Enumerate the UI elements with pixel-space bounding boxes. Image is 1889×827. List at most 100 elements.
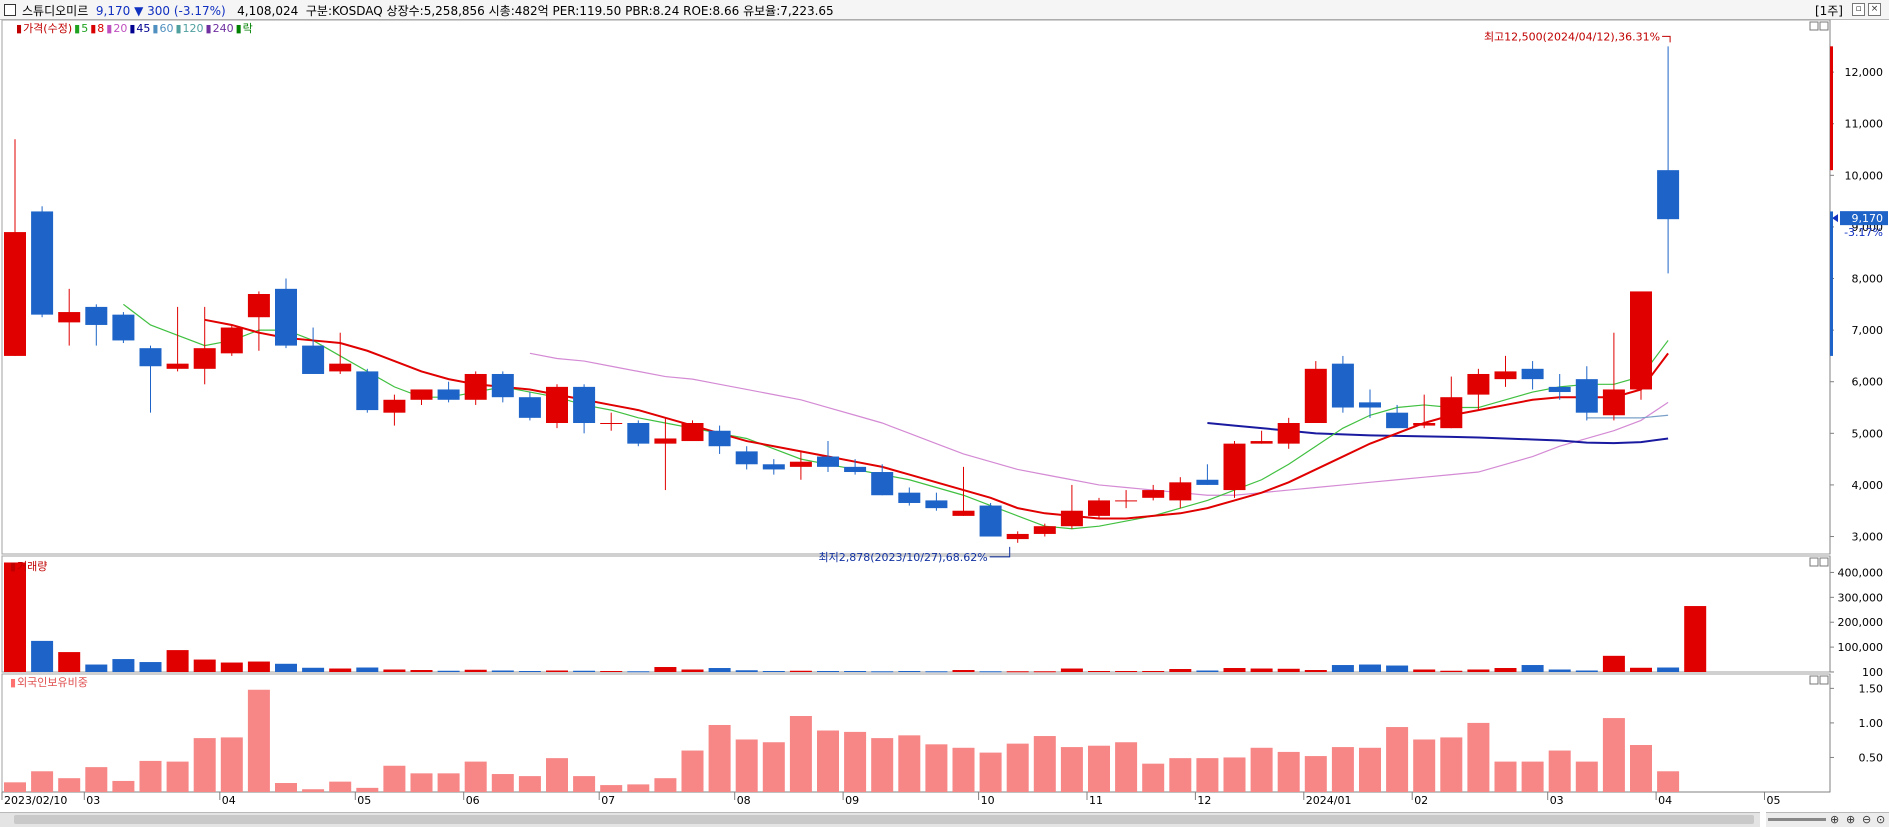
foreign-ownership-bar [898, 735, 921, 792]
horizontal-scrollbar[interactable] [0, 812, 1760, 827]
foreign-ownership-bar [654, 778, 677, 792]
zoom-reset-icon[interactable]: ⊙ [1876, 813, 1886, 826]
x-tick-label: 05 [1767, 794, 1781, 807]
foreign-ownership-bar [1440, 737, 1463, 792]
candle-body [302, 345, 325, 374]
period-selector[interactable]: [1주] [1814, 4, 1843, 18]
x-tick-label: 04 [222, 794, 236, 807]
y-tick-label: 6,000 [1852, 376, 1884, 389]
volume-bar [1250, 668, 1273, 672]
foreign-ownership-bar [1277, 751, 1300, 792]
volume-bar [1277, 668, 1300, 672]
foreign-ownership-bar [220, 737, 243, 792]
legend-item[interactable]: ▮5 [74, 22, 89, 35]
candle-body [573, 386, 596, 423]
foreign-ownership-bar [952, 747, 975, 792]
foreign-legend-label: 외국인보유비중 [17, 676, 88, 689]
x-tick-label: 05 [357, 794, 371, 807]
legend-label: 60 [159, 22, 174, 35]
checkbox-icon[interactable] [4, 4, 16, 16]
volume-bar [329, 668, 352, 672]
panel-close-icon [1819, 675, 1829, 685]
zoom-slider[interactable] [1768, 818, 1826, 821]
zoom-out-icon[interactable]: ⊖ [1862, 813, 1872, 826]
volume-bar [356, 667, 379, 672]
foreign-ownership-bar [437, 773, 460, 792]
current-price-tag [1840, 211, 1888, 226]
volume-bar [437, 670, 460, 672]
range-marker [1830, 211, 1833, 356]
x-tick-label: 02 [1414, 794, 1428, 807]
volume-bar [681, 669, 704, 672]
zoom-fit-icon[interactable]: ⊕ [1830, 813, 1840, 826]
volume-bar [85, 664, 108, 672]
candle-body [139, 348, 162, 367]
foreign-ownership-bar [600, 785, 623, 792]
legend-item[interactable]: ▮60 [152, 22, 174, 35]
foreign-ownership-bar [31, 771, 54, 792]
foreign-ownership-bar [1304, 756, 1327, 792]
y-tick-label: 100,000 [1838, 641, 1884, 654]
foreign-ownership-bar [193, 738, 216, 792]
legend-marker-icon: ▮ [106, 22, 113, 35]
high-arrow-icon [1662, 35, 1671, 43]
x-tick-label: 09 [845, 794, 859, 807]
foreign-ownership-bar [817, 730, 839, 792]
x-tick-label: 03 [1550, 794, 1564, 807]
candle-body [1521, 368, 1544, 380]
foreign-ownership-bar [1223, 757, 1246, 792]
legend-label: 20 [113, 22, 128, 35]
foreign-ownership-bar [789, 716, 812, 792]
candle-body [871, 472, 894, 496]
ma60-line [1586, 414, 1669, 419]
volume-bar [1142, 671, 1165, 673]
candle-body [1602, 389, 1625, 416]
legend-item[interactable]: ▮8 [90, 22, 105, 35]
legend-item[interactable]: ▮락 [236, 22, 254, 35]
candle-body [58, 312, 81, 323]
candle-body [166, 363, 189, 369]
legend-label: 45 [136, 22, 151, 35]
ma5-line [123, 303, 1669, 530]
y-tick-label: 400,000 [1838, 566, 1884, 579]
volume-bar [139, 662, 162, 672]
legend-item[interactable]: ▮240 [206, 22, 235, 35]
candle-body [979, 505, 1002, 537]
foreign-ownership-bar [1331, 747, 1354, 792]
candle-body [275, 288, 297, 346]
volume-bar [1630, 667, 1652, 672]
volume-bar [1331, 665, 1354, 672]
volume-bar [1494, 668, 1517, 672]
volume-bar [979, 671, 1002, 673]
legend-item[interactable]: ▮120 [175, 22, 204, 35]
scrollbar-thumb[interactable] [14, 815, 1754, 824]
volume-bar [1304, 670, 1327, 672]
candle-body [817, 456, 839, 467]
panel-frame [1, 19, 1831, 555]
candle-body [220, 327, 243, 354]
candle-body [1331, 363, 1354, 408]
foreign-ownership-bar [139, 760, 162, 792]
legend-label: 8 [97, 22, 105, 35]
foreign-ownership-bar [329, 781, 352, 792]
candle-body [1467, 373, 1490, 395]
legend-item[interactable]: ▮가격(수정) [16, 22, 73, 35]
foreign-ownership-bar [247, 689, 270, 792]
legend-item[interactable]: ▮20 [106, 22, 128, 35]
candle-body [1548, 386, 1571, 393]
legend-marker-icon: ▮ [175, 22, 182, 35]
current-price-tag-label: 9,170 [1852, 212, 1884, 225]
y-tick-label: 300,000 [1838, 591, 1884, 604]
y-tick-label: 10,000 [1845, 169, 1884, 182]
foreign-ownership-bar [1196, 758, 1219, 792]
foreign-ownership-bar [979, 752, 1002, 792]
x-tick-label: 10 [981, 794, 995, 807]
minimize-icon[interactable]: ▫ [1852, 3, 1865, 16]
candle-body [193, 348, 216, 369]
close-icon[interactable]: × [1868, 3, 1881, 16]
zoom-in-icon[interactable]: ⊕ [1846, 813, 1856, 826]
legend-item[interactable]: ▮45 [129, 22, 151, 35]
x-tick-label: 03 [86, 794, 100, 807]
volume-bar [1060, 668, 1083, 672]
